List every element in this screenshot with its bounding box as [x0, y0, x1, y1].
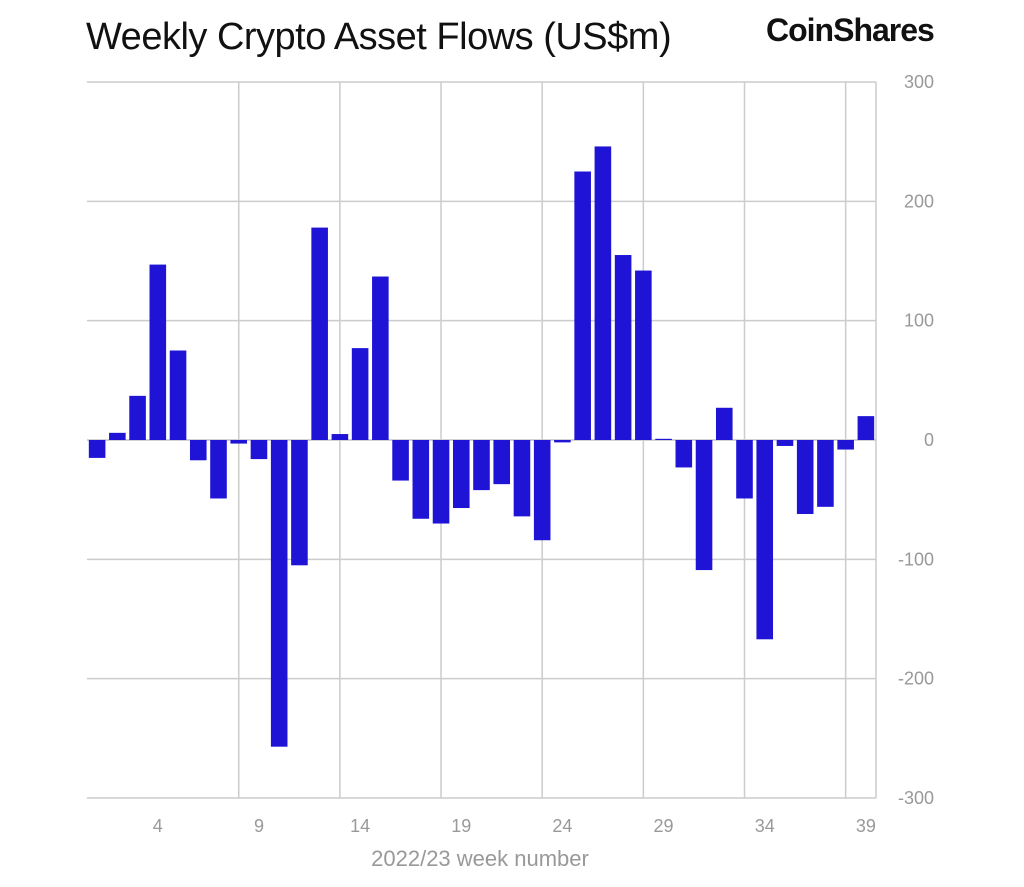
bar-week-26: [595, 146, 612, 440]
bar-week-27: [615, 255, 632, 440]
bar-week-9: [251, 440, 268, 459]
bar-week-16: [392, 440, 409, 481]
bar-week-11: [291, 440, 308, 565]
bar-week-2: [109, 433, 126, 440]
bar-week-33: [736, 440, 753, 498]
bar-week-8: [230, 440, 247, 444]
x-tick-label: 34: [755, 816, 775, 836]
bar-week-31: [696, 440, 713, 570]
bar-week-29: [655, 439, 672, 440]
bar-week-32: [716, 408, 733, 440]
x-axis-ticks: 4 9 14 19 24 29 34 39: [153, 816, 876, 836]
bar-week-37: [817, 440, 834, 507]
x-tick-label: 39: [856, 816, 876, 836]
bar-series: [89, 146, 874, 746]
x-tick-label: 24: [552, 816, 572, 836]
bar-week-13: [332, 434, 349, 440]
bar-week-25: [574, 172, 591, 441]
x-tick-label: 29: [654, 816, 674, 836]
y-tick-label: 100: [904, 311, 934, 331]
bar-week-4: [150, 265, 167, 440]
y-tick-label: 0: [924, 430, 934, 450]
bar-week-1: [89, 440, 106, 458]
x-tick-label: 19: [451, 816, 471, 836]
bar-week-35: [777, 440, 794, 446]
y-axis-ticks: 300 200 100 0 -100 -200 -300: [898, 72, 934, 808]
x-tick-label: 4: [153, 816, 163, 836]
bar-week-36: [797, 440, 814, 514]
bar-week-3: [129, 396, 146, 440]
y-tick-label: -300: [898, 788, 934, 808]
bar-week-14: [352, 348, 369, 440]
bar-week-12: [311, 228, 328, 440]
bar-week-18: [433, 440, 450, 524]
bar-week-28: [635, 271, 652, 440]
y-tick-label: -200: [898, 669, 934, 689]
bar-week-21: [493, 440, 510, 484]
bar-week-19: [453, 440, 470, 508]
y-tick-label: -100: [898, 549, 934, 569]
bar-week-34: [756, 440, 773, 639]
bar-week-5: [170, 351, 187, 441]
x-axis-label: 2022/23 week number: [371, 846, 589, 871]
bar-week-24: [554, 440, 571, 442]
bar-week-38: [837, 440, 854, 450]
bar-week-30: [676, 440, 693, 467]
bar-week-20: [473, 440, 490, 490]
bar-week-6: [190, 440, 207, 460]
x-tick-label: 14: [350, 816, 370, 836]
y-tick-label: 300: [904, 72, 934, 92]
x-tick-label: 9: [254, 816, 264, 836]
bar-week-10: [271, 440, 288, 747]
y-tick-label: 200: [904, 191, 934, 211]
bar-week-23: [534, 440, 551, 540]
bar-week-15: [372, 277, 389, 440]
bar-week-39: [858, 416, 875, 440]
bar-week-22: [514, 440, 531, 516]
bar-week-17: [413, 440, 430, 519]
bar-week-7: [210, 440, 227, 498]
